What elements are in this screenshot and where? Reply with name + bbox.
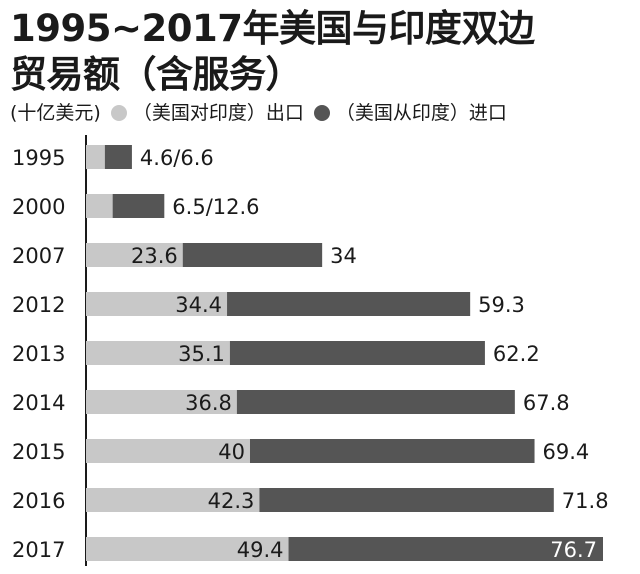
legend-export-label: （美国对印度）出口 (132, 102, 304, 124)
data-label-import: 59.3 (478, 293, 525, 317)
bar-export (86, 439, 250, 463)
data-label-import: 62.2 (493, 342, 540, 366)
bar-import (112, 194, 165, 218)
bar-export (86, 341, 230, 365)
bar-import (288, 537, 603, 561)
y-tick-label: 1995 (12, 146, 65, 170)
y-tick-label: 2012 (12, 293, 65, 317)
data-label-import: 67.8 (523, 391, 570, 415)
bar-export (86, 488, 260, 512)
bar-export (86, 390, 237, 414)
data-label-export: 42.3 (208, 489, 255, 513)
data-label-export: 36.8 (185, 391, 232, 415)
y-tick-label: 2015 (12, 440, 65, 464)
legend-export-swatch (110, 105, 127, 121)
bar-import (236, 390, 515, 414)
y-tick-label: 2007 (12, 244, 65, 268)
y-tick-label: 2017 (12, 538, 65, 562)
bar-import (259, 488, 554, 512)
bar-export (86, 243, 183, 267)
bar-import (227, 292, 471, 316)
data-label-import: 34 (330, 244, 357, 268)
chart-title: 1995~2017年美国与印度双边 贸易额（含服务） (10, 6, 535, 98)
y-tick-label: 2016 (12, 489, 65, 513)
data-label-import: 69.4 (543, 440, 590, 464)
legend-import-swatch (313, 105, 330, 121)
bar-import (229, 341, 485, 365)
y-tick-label: 2014 (12, 391, 65, 415)
bar-import (182, 243, 323, 267)
data-label-export: 40 (218, 440, 245, 464)
bar-export (86, 194, 113, 218)
legend-import-label: （美国从印度）进口 (335, 102, 507, 124)
chart-title-line2: 贸易额（含服务） (10, 53, 303, 96)
data-label-export: 49.4 (237, 538, 284, 562)
y-tick-label: 2000 (12, 195, 65, 219)
data-label-pair: 4.6/6.6 (140, 146, 214, 170)
data-label-import: 71.8 (562, 489, 609, 513)
data-label-pair: 6.5/12.6 (172, 195, 259, 219)
unit-label: (十亿美元) (10, 102, 101, 124)
data-label-export: 35.1 (178, 342, 225, 366)
chart-title-line1: 1995~2017年美国与印度双边 (10, 7, 535, 50)
bar-export (86, 145, 105, 169)
y-tick-label: 2013 (12, 342, 65, 366)
bar-import (104, 145, 132, 169)
bar-import (249, 439, 535, 463)
data-label-import: 76.7 (550, 538, 597, 562)
legend: (十亿美元) （美国对印度）出口 （美国从印度）进口 (10, 100, 507, 126)
bar-export (86, 292, 228, 316)
bar-export (86, 537, 289, 561)
data-label-export: 23.6 (131, 244, 178, 268)
data-label-export: 34.4 (175, 293, 222, 317)
